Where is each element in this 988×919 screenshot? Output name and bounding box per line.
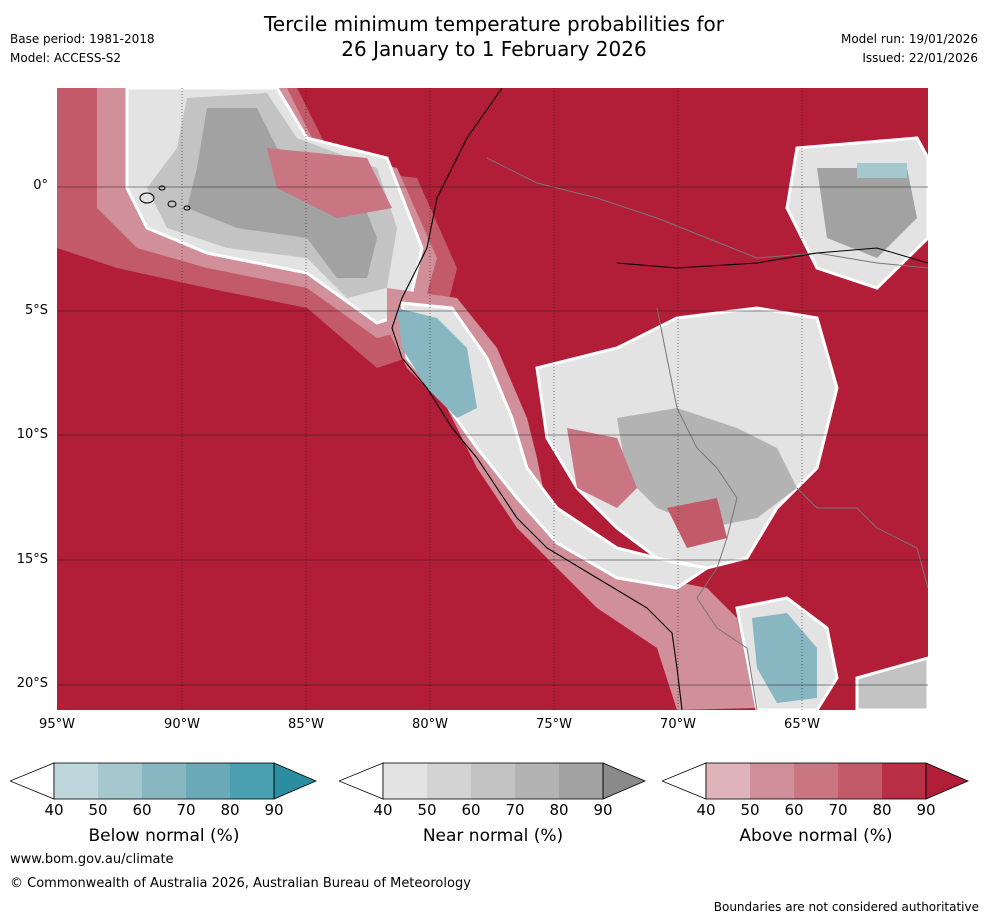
map-title: Tercile minimum temperature probabilitie… xyxy=(0,12,988,62)
colorbar-above-swatch-80 xyxy=(838,763,882,799)
lon-label-85w: 85°W xyxy=(288,717,324,732)
lon-label-95w: 95°W xyxy=(39,717,75,732)
border-north xyxy=(486,157,928,269)
copyright-notice: © Commonwealth of Australia 2026, Austra… xyxy=(10,876,471,891)
colorbar-above-tick-80: 80 xyxy=(872,801,892,819)
colorbar-above-swatch-70 xyxy=(794,763,838,799)
above-pocket-south xyxy=(667,498,727,548)
colorbar-near-swatch-70 xyxy=(471,763,515,799)
colorbar-above-tick-90: 90 xyxy=(916,801,936,819)
galapagos-islands xyxy=(139,185,191,211)
lat-label-15s: 15°S xyxy=(16,552,48,567)
latitude-lines xyxy=(57,186,928,686)
colorbar-near-swatch-50 xyxy=(383,763,427,799)
coastline xyxy=(391,88,683,710)
colorbar-below-label: Below normal (%) xyxy=(88,826,240,846)
border-bolivia-brazil xyxy=(796,487,928,589)
colorbar-below-min-arrow xyxy=(10,762,55,800)
lon-label-70w: 70°W xyxy=(660,717,696,732)
colorbar-below-tick-80: 80 xyxy=(220,801,240,819)
website-link[interactable]: www.bom.gov.au/climate xyxy=(10,852,174,867)
colorbar-near-swatch-60 xyxy=(427,763,471,799)
colorbar-below-swatch-80 xyxy=(186,763,230,799)
colorbar-above-swatch-90 xyxy=(882,763,926,799)
colorbar-below-max-arrow xyxy=(273,762,318,800)
above-pocket-west xyxy=(267,148,392,218)
above-pocket-interior xyxy=(567,428,637,508)
lon-label-80w: 80°W xyxy=(412,717,448,732)
colorbar-above-tick-50: 50 xyxy=(740,801,760,819)
colorbar-above xyxy=(662,762,970,800)
colorbar-near-tick-70: 70 xyxy=(505,801,525,819)
colorbar-near-max-arrow xyxy=(602,762,647,800)
colorbar-above-tick-40: 40 xyxy=(696,801,716,819)
colorbar-below-swatch-50 xyxy=(54,763,98,799)
issued-date: Issued: 22/01/2026 xyxy=(862,51,978,65)
colorbar-above-max-arrow xyxy=(925,762,970,800)
amazon-river xyxy=(616,247,928,269)
colorbar-below-tick-90: 90 xyxy=(264,801,284,819)
colorbar-near-tick-90: 90 xyxy=(593,801,613,819)
near-normal-far-southeast xyxy=(855,656,928,710)
colorbar-below-swatch-90 xyxy=(230,763,274,799)
colorbar-above-tick-60: 60 xyxy=(784,801,804,819)
near-80-interior xyxy=(617,408,797,528)
colorbar-below xyxy=(10,762,318,800)
near-90-region-west xyxy=(187,108,377,278)
near-90-northeast xyxy=(817,168,917,258)
base-period: Base period: 1981-2018 xyxy=(10,32,155,46)
title-line-2: 26 January to 1 February 2026 xyxy=(341,37,647,61)
lat-label-10s: 10°S xyxy=(16,427,48,442)
colorbar-above-min-arrow xyxy=(662,762,707,800)
below-normal-coastal xyxy=(397,308,477,418)
title-line-1: Tercile minimum temperature probabilitie… xyxy=(263,12,725,36)
colorbar-above-tick-70: 70 xyxy=(828,801,848,819)
colorbar-below-tick-70: 70 xyxy=(176,801,196,819)
colorbar-above-swatch-50 xyxy=(706,763,750,799)
colorbar-above-label: Above normal (%) xyxy=(739,826,893,846)
colorbar-below-tick-40: 40 xyxy=(44,801,64,819)
boundary-disclaimer: Boundaries are not considered authoritat… xyxy=(713,900,979,914)
colorbar-near-swatch-90 xyxy=(559,763,603,799)
probability-map xyxy=(57,88,928,710)
colorbar-near-tick-40: 40 xyxy=(373,801,393,819)
lat-label-20s: 20°S xyxy=(16,676,48,691)
colorbar-near-tick-50: 50 xyxy=(417,801,437,819)
lat-label-0: 0° xyxy=(33,178,48,193)
colorbar-below-tick-60: 60 xyxy=(132,801,152,819)
lat-label-5s: 5°S xyxy=(24,303,48,318)
colorbar-near-swatch-80 xyxy=(515,763,559,799)
model-run: Model run: 19/01/2026 xyxy=(840,32,978,46)
lon-label-90w: 90°W xyxy=(164,717,200,732)
lon-label-65w: 65°W xyxy=(784,717,820,732)
colorbar-above-swatch-60 xyxy=(750,763,794,799)
colorbar-near xyxy=(339,762,647,800)
colorbar-below-swatch-60 xyxy=(98,763,142,799)
colorbar-below-swatch-70 xyxy=(142,763,186,799)
model-name: Model: ACCESS-S2 xyxy=(10,51,122,65)
below-pocket-northeast xyxy=(857,163,907,178)
colorbar-near-tick-80: 80 xyxy=(549,801,569,819)
colorbar-below-tick-50: 50 xyxy=(88,801,108,819)
colorbar-near-tick-60: 60 xyxy=(461,801,481,819)
border-peru-bolivia xyxy=(656,307,758,710)
colorbar-near-min-arrow xyxy=(339,762,384,800)
colorbar-near-label: Near normal (%) xyxy=(422,826,564,846)
lon-label-75w: 75°W xyxy=(536,717,572,732)
below-normal-southeast xyxy=(752,613,817,703)
